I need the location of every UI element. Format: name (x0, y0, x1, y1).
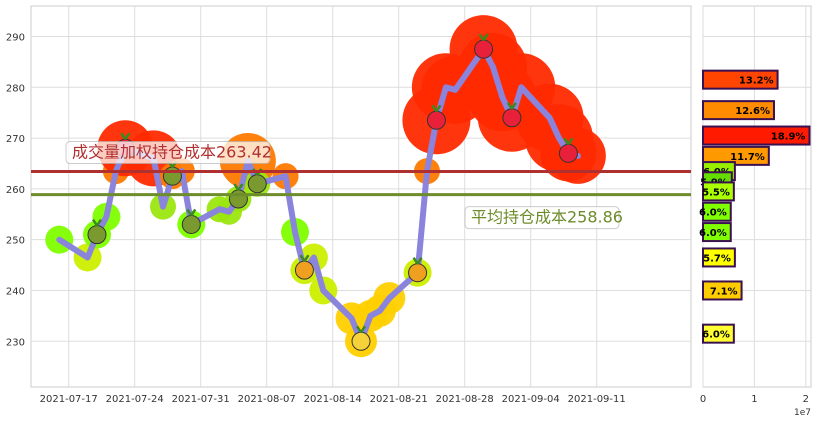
side-axes: 0 1 2 1e7 (700, 394, 811, 418)
distribution-bar-label: 12.6% (735, 106, 770, 117)
fruit-marker (502, 108, 522, 128)
y-tick-label: 250 (6, 236, 25, 247)
distribution-bar-label: 13.2% (739, 76, 774, 87)
reference-label: 成交量加权持仓成本263.42 (72, 143, 272, 162)
side-x-tick-label: 0 (700, 394, 706, 405)
fruit-leaf (233, 183, 244, 191)
side-x-tick-label: 2 (803, 394, 809, 405)
side-bars: 13.2%12.6%18.9%11.7%6.0%5.9%5.5%6.0%6.0%… (699, 69, 811, 344)
distribution-bar (702, 247, 736, 268)
x-tick-label: 2021-09-11 (568, 394, 626, 405)
fruit-leaf (299, 254, 310, 262)
distribution-bar-label: 5.5% (702, 187, 730, 198)
fruit-marker (294, 260, 314, 280)
fruit-marker (87, 225, 107, 245)
x-tick-label: 2021-08-21 (370, 394, 428, 405)
reference-label-box (464, 206, 620, 230)
fruit-leaf (412, 257, 423, 265)
distribution-bar (702, 125, 811, 146)
distribution-bar (702, 280, 743, 301)
distribution-bar-label: 5.7% (703, 253, 731, 264)
x-tick-label: 2021-07-31 (172, 394, 230, 405)
fruit-marker (408, 263, 428, 283)
x-tick-label: 2021-08-14 (304, 394, 362, 405)
distribution-bar-label: 18.9% (771, 132, 806, 143)
fruit-leaf (91, 218, 103, 227)
fruit-marker (558, 143, 578, 163)
fruit-leaf (563, 137, 574, 146)
fruit-marker (474, 39, 494, 59)
main-axes: 230 240 250 260 270 280 290 2021-07-17 2021-07-2… (6, 32, 626, 405)
side-x-tick-label: 1 (751, 394, 757, 405)
fruit-marker (162, 166, 182, 186)
distribution-bar-label: 7.1% (710, 286, 738, 297)
y-tick-label: 280 (6, 83, 25, 94)
fruit-marker (247, 174, 267, 194)
fruit-leaf (186, 208, 197, 217)
distribution-bar-label: 11.7% (730, 152, 765, 163)
fruit-leaf (431, 104, 442, 112)
x-tick-label: 2021-07-24 (106, 394, 164, 405)
distribution-bar-label: 6.0% (702, 330, 730, 341)
fruit-leaf (120, 132, 131, 140)
y-tick-label: 290 (6, 32, 25, 43)
distribution-bar (702, 100, 775, 121)
y-tick-label: 240 (6, 286, 25, 297)
y-tick-label: 230 (6, 337, 25, 348)
distribution-bar (702, 145, 770, 166)
x-tick-label: 2021-08-28 (436, 394, 494, 405)
fruit-leaf (478, 33, 489, 41)
distribution-bar (702, 201, 732, 222)
fruit-marker (181, 214, 201, 234)
fruit-marker (351, 331, 371, 351)
reference-label: 平均持仓成本258.86 (471, 208, 623, 227)
reference-label-box (65, 141, 271, 165)
fruit-marker (228, 189, 248, 209)
x-tick-label: 2021-09-04 (502, 394, 560, 405)
y-tick-label: 270 (6, 134, 25, 145)
y-tick-label: 260 (6, 185, 25, 196)
distribution-bar (702, 181, 735, 202)
reference-lines: 成交量加权持仓成本263.42 平均持仓成本258.86 (31, 141, 691, 230)
side-x-exponent-label: 1e7 (794, 408, 811, 418)
fruit-marker (426, 110, 446, 130)
fruit-leaf (506, 102, 517, 110)
fruit-markers (87, 33, 578, 351)
price-series-line (56, 46, 581, 345)
x-tick-label: 2021-08-07 (238, 394, 296, 405)
distribution-bar-label: 6.0% (699, 228, 727, 239)
distribution-bar (702, 222, 732, 243)
x-tick-label: 2021-07-17 (40, 394, 98, 405)
distribution-bar (702, 69, 779, 90)
distribution-bar (702, 323, 735, 344)
distribution-bar-label: 6.0% (699, 208, 727, 219)
price-line (56, 46, 581, 345)
fruit-leaf (355, 325, 367, 333)
